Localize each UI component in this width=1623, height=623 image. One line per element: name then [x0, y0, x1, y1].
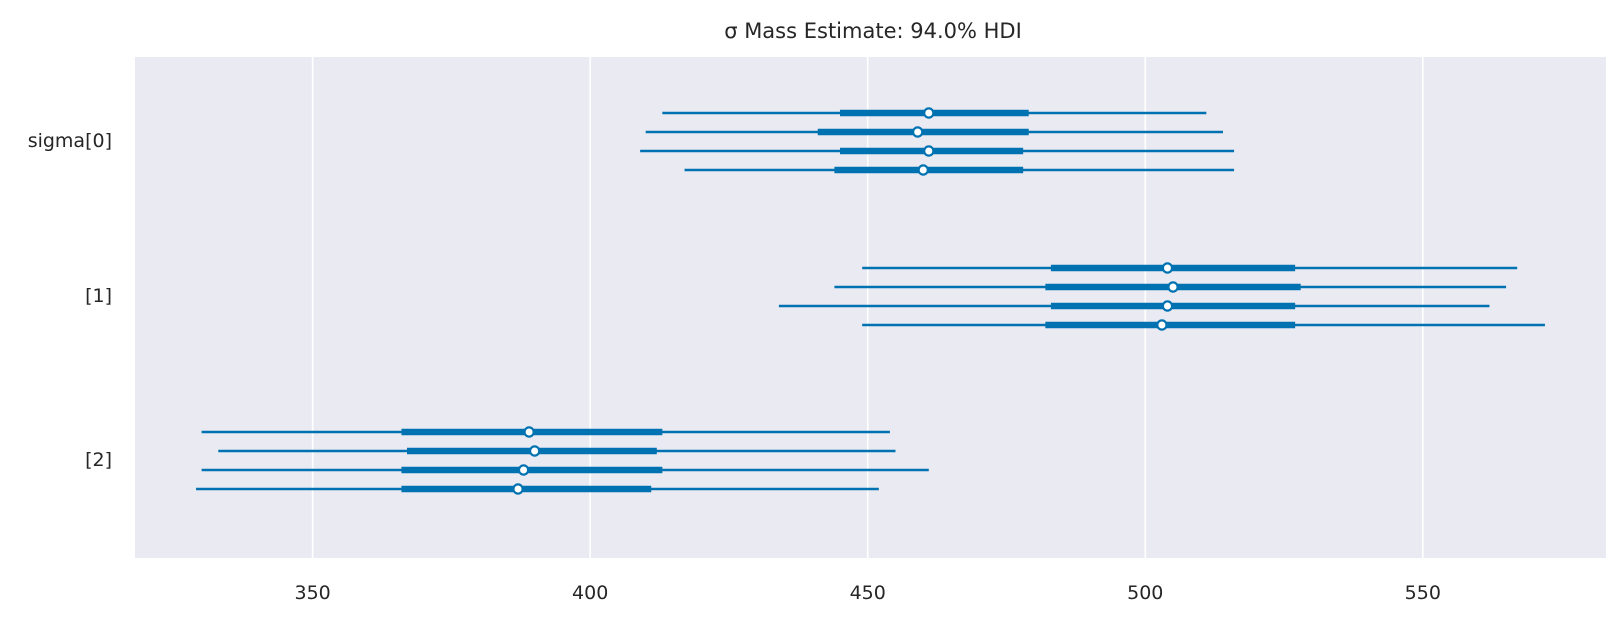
- median-point: [1167, 281, 1179, 293]
- plot-area: [135, 57, 1606, 558]
- median-point: [1161, 300, 1174, 312]
- median-point: [923, 107, 935, 119]
- chart-title: σ Mass Estimate: 94.0% HDI: [724, 19, 1022, 43]
- median-point: [911, 126, 924, 138]
- median-point: [1161, 262, 1174, 274]
- median-point: [917, 164, 929, 176]
- median-point: [528, 445, 541, 457]
- group-2: [196, 426, 929, 495]
- x-tick-label: 450: [850, 582, 886, 604]
- y-label-group: [2]: [85, 449, 112, 471]
- x-axis-ticks: 350 400 450 500 550: [294, 582, 1440, 604]
- y-label-group: sigma[0]: [28, 130, 112, 152]
- x-tick-label: 350: [294, 582, 330, 604]
- hdi-intervals: [196, 107, 1545, 495]
- group-1: [778, 262, 1545, 331]
- median-point: [1156, 319, 1168, 331]
- y-label-group: [1]: [85, 285, 112, 307]
- x-tick-label: 400: [572, 582, 608, 604]
- group-0: [640, 107, 1235, 176]
- x-tick-label: 550: [1405, 582, 1441, 604]
- median-point: [512, 483, 524, 495]
- median-point: [523, 426, 535, 438]
- x-tick-label: 500: [1127, 582, 1163, 604]
- median-point: [517, 464, 530, 476]
- median-point: [923, 145, 935, 157]
- y-axis-labels: sigma[0] [1] [2]: [28, 130, 112, 471]
